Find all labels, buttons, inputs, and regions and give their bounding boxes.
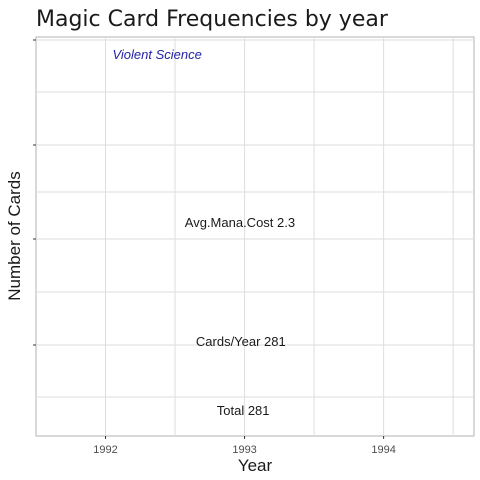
x-tick-label: 1994 [371,444,395,456]
y-axis-label: Number of Cards [5,171,24,300]
chart-title: Magic Card Frequencies by year [36,7,389,32]
plot-panel: Violent Science Avg.Mana.Cost 2.3 Cards/Ye… [33,36,475,437]
y-axis-ticks [33,39,36,346]
annotation-label: Cards/Year 281 [196,334,286,349]
plot-border [35,36,475,437]
annotation-label: Avg.Mana.Cost 2.3 [185,215,295,230]
grid-lines [36,37,474,436]
x-tick-label: 1993 [232,444,256,456]
x-axis-label: Year [238,456,273,475]
annotation-label: Total 281 [217,403,270,418]
annotations: Violent Science Avg.Mana.Cost 2.3 Cards/Ye… [112,47,295,418]
x-tick-label: 1992 [93,444,117,456]
watermark-label: Violent Science [112,47,201,62]
x-axis-ticks: 1992 1993 1994 [93,436,396,456]
